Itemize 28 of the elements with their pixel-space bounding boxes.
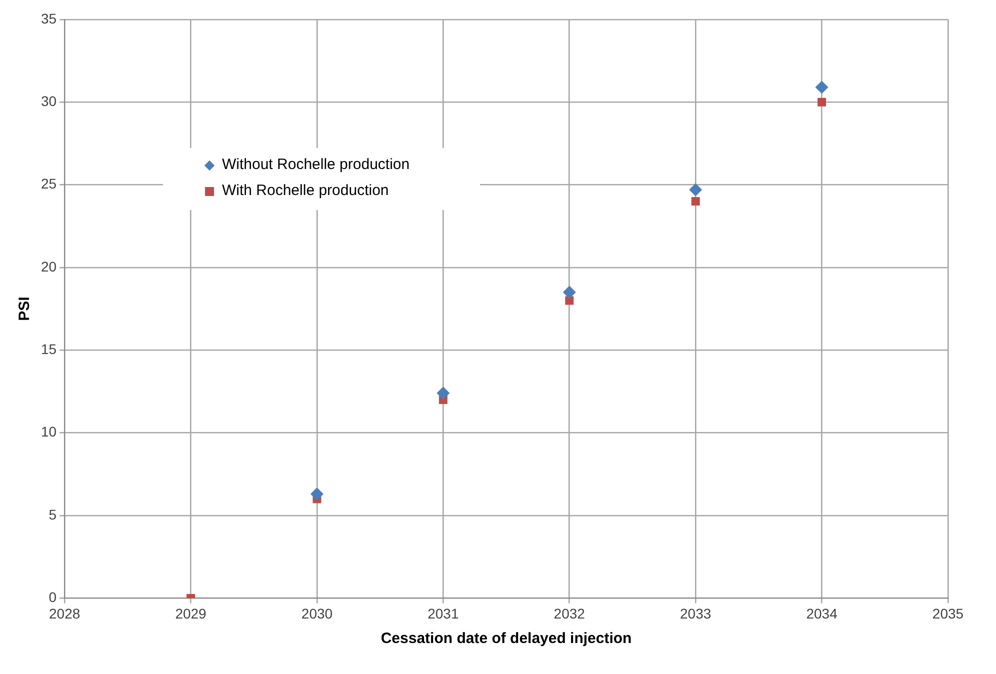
x-tick-label: 2031 — [428, 605, 459, 622]
x-tick-label: 2035 — [932, 605, 964, 622]
point — [310, 488, 324, 501]
y-tick-label: 10 — [40, 424, 57, 440]
legend-label: With Rochelle production — [222, 181, 389, 201]
legend-label: Without Rochelle production — [222, 155, 410, 175]
y-tick-label: 20 — [40, 258, 57, 274]
y-tick-label: 30 — [40, 92, 57, 109]
x-tick-label: 2028 — [48, 605, 80, 622]
y-tick-label: 25 — [40, 176, 57, 192]
x-tick-label: 2029 — [175, 605, 207, 622]
point — [562, 286, 576, 299]
point — [815, 80, 828, 94]
point — [436, 386, 450, 400]
x-tick-label: 2033 — [680, 605, 712, 622]
x-tick-label: 2030 — [301, 605, 333, 622]
y-tick-label: 35 — [40, 10, 57, 26]
point — [565, 296, 574, 305]
y-tick-label: 5 — [48, 506, 57, 522]
y-tick-label: 0 — [48, 589, 57, 606]
point — [691, 197, 700, 206]
x-axis-title: Cessation date of delayed injection — [380, 630, 632, 648]
point — [818, 98, 826, 106]
y-axis-title: PSI — [16, 296, 34, 321]
y-tick-label: 15 — [40, 341, 57, 357]
point — [689, 183, 702, 196]
x-tick-label: 2034 — [806, 605, 838, 622]
x-tick-label: 2032 — [554, 605, 586, 622]
